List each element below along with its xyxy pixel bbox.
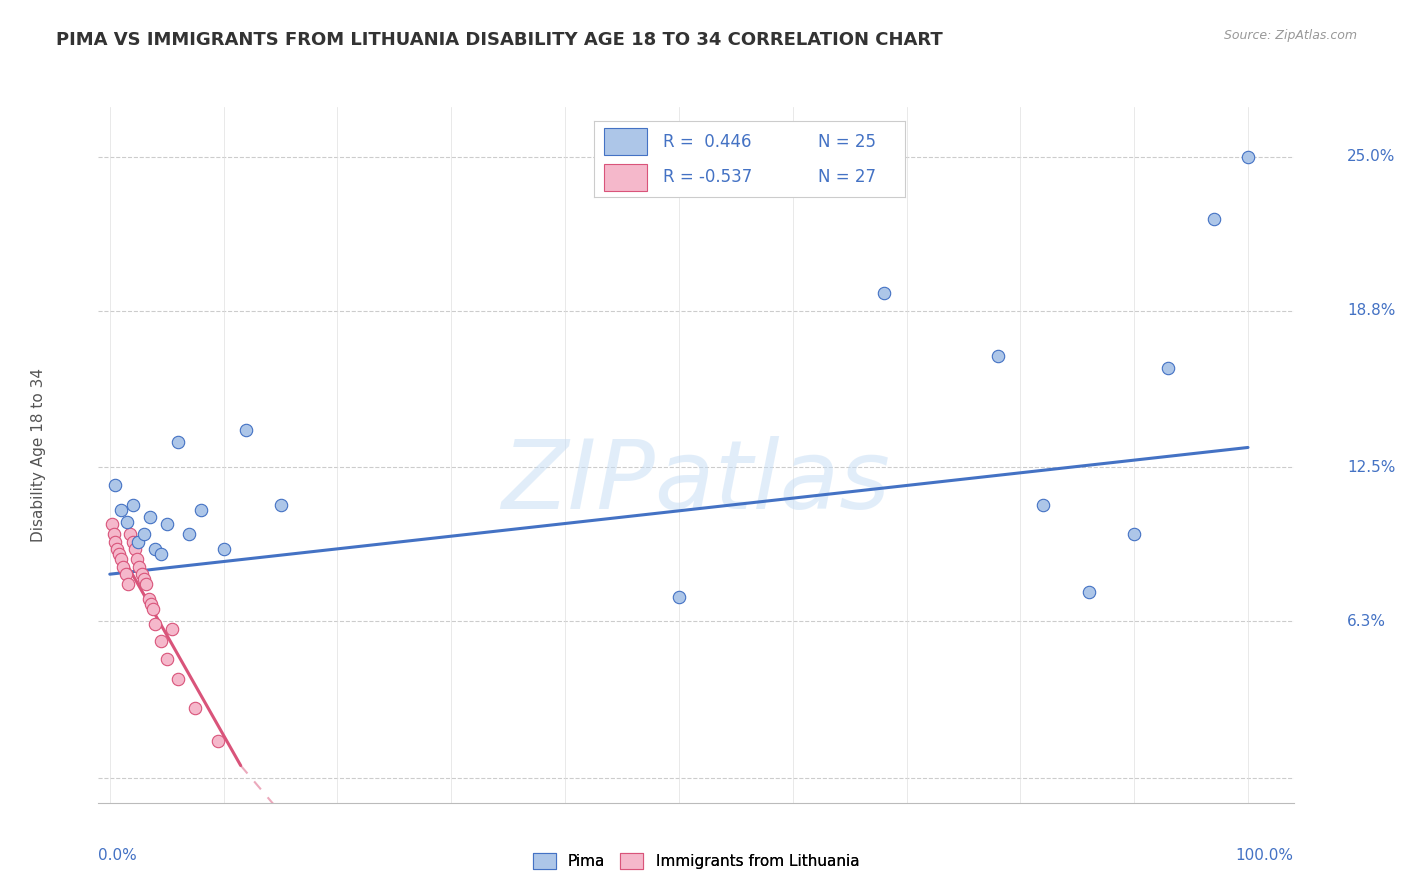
Text: R = -0.537: R = -0.537 <box>662 168 752 186</box>
FancyBboxPatch shape <box>603 164 647 192</box>
Point <box>156 651 179 665</box>
Point <box>104 477 127 491</box>
Text: N = 27: N = 27 <box>818 168 876 186</box>
Text: R =  0.446: R = 0.446 <box>662 133 751 151</box>
Point <box>143 616 166 631</box>
Point <box>142 602 165 616</box>
Point <box>1157 361 1180 376</box>
Point <box>101 517 124 532</box>
Point <box>167 672 190 686</box>
FancyBboxPatch shape <box>603 128 647 155</box>
Point <box>115 515 138 529</box>
Text: 25.0%: 25.0% <box>1347 149 1396 164</box>
Point <box>179 527 201 541</box>
Text: Disability Age 18 to 34: Disability Age 18 to 34 <box>31 368 46 542</box>
Text: 12.5%: 12.5% <box>1347 460 1396 475</box>
Point <box>121 498 143 512</box>
Point <box>190 502 212 516</box>
Text: N = 25: N = 25 <box>818 133 876 151</box>
Point <box>150 547 173 561</box>
Text: 18.8%: 18.8% <box>1347 303 1396 318</box>
Point <box>138 592 160 607</box>
Point <box>139 597 162 611</box>
Point <box>110 502 132 516</box>
Point <box>132 527 155 541</box>
Point <box>103 527 125 541</box>
Point <box>162 622 184 636</box>
Point <box>143 542 166 557</box>
Point <box>1123 527 1146 541</box>
Point <box>987 349 1010 363</box>
Text: Source: ZipAtlas.com: Source: ZipAtlas.com <box>1223 29 1357 42</box>
Legend: Pima, Immigrants from Lithuania: Pima, Immigrants from Lithuania <box>527 847 865 875</box>
Point <box>668 590 690 604</box>
Point <box>1202 211 1225 226</box>
Point <box>150 634 173 648</box>
Point <box>212 542 235 557</box>
Text: 100.0%: 100.0% <box>1236 848 1294 863</box>
Point <box>121 534 143 549</box>
Point <box>127 552 149 566</box>
Point <box>120 527 142 541</box>
Text: 0.0%: 0.0% <box>98 848 138 863</box>
Text: 6.3%: 6.3% <box>1347 614 1386 629</box>
Point <box>167 435 190 450</box>
Point <box>124 542 146 557</box>
Point <box>104 534 127 549</box>
Point <box>1077 584 1099 599</box>
Point <box>135 577 157 591</box>
Point <box>184 701 207 715</box>
Point <box>207 733 229 747</box>
Text: PIMA VS IMMIGRANTS FROM LITHUANIA DISABILITY AGE 18 TO 34 CORRELATION CHART: PIMA VS IMMIGRANTS FROM LITHUANIA DISABI… <box>56 31 943 49</box>
Point <box>114 567 136 582</box>
Point <box>1237 150 1260 164</box>
Point <box>873 286 896 301</box>
Point <box>128 559 150 574</box>
Point <box>127 534 149 549</box>
Point <box>112 559 135 574</box>
Point <box>110 552 132 566</box>
Point <box>131 567 153 582</box>
Point <box>235 423 257 437</box>
Point <box>117 577 139 591</box>
Point <box>1032 498 1054 512</box>
Text: ZIPatlas: ZIPatlas <box>502 436 890 529</box>
Point <box>156 517 179 532</box>
Point <box>132 572 155 586</box>
Point <box>108 547 131 561</box>
Point <box>138 510 160 524</box>
Point <box>105 542 128 557</box>
Point <box>270 498 292 512</box>
